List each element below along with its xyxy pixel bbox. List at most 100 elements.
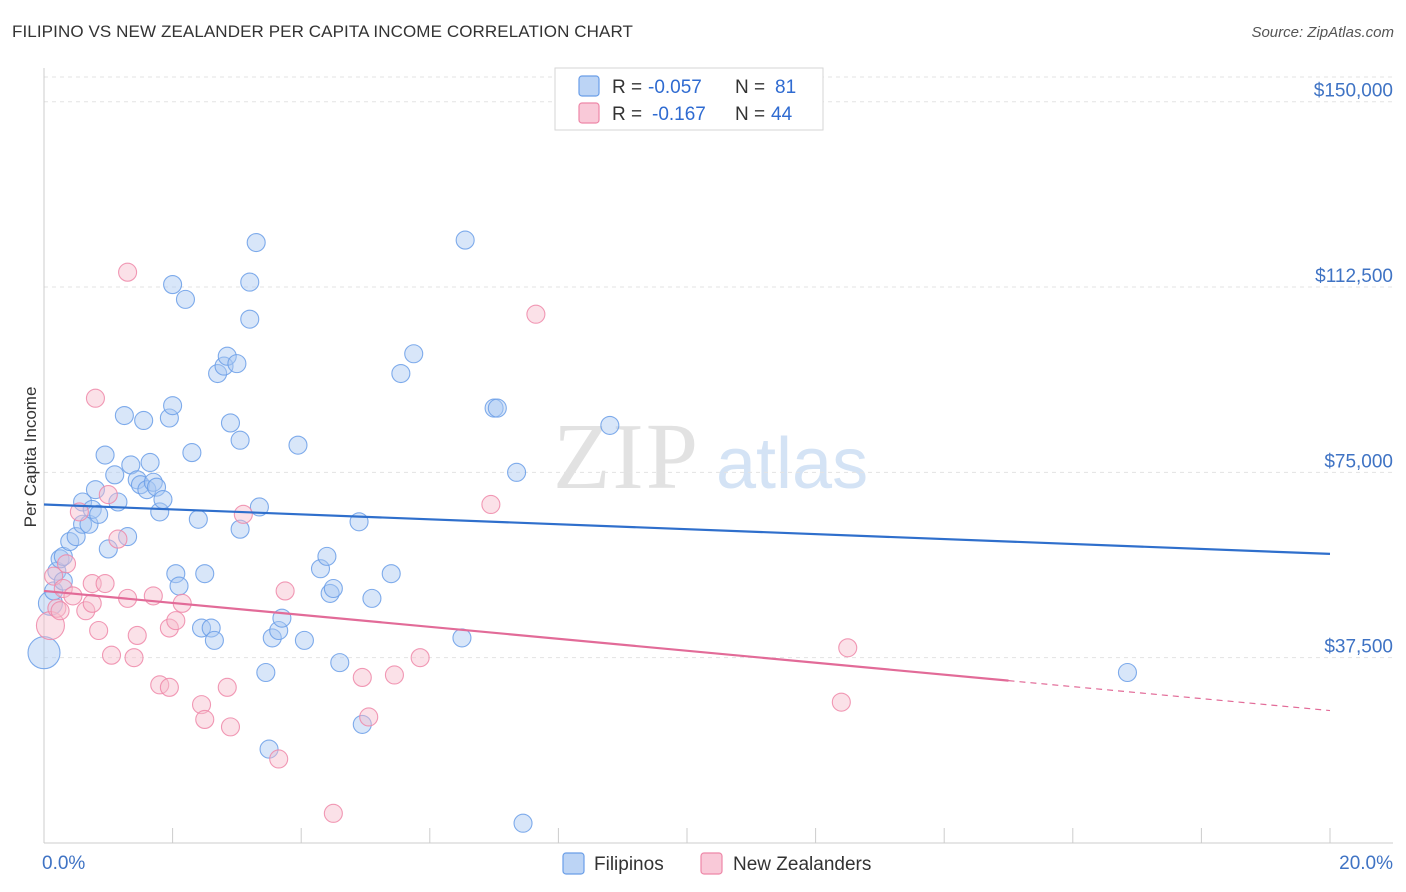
data-point [85,388,105,408]
data-point [63,586,83,606]
data-point [27,636,61,670]
correlation-legend: R = -0.057 N = 81 R = -0.167 N = 44 [554,67,824,131]
data-point [175,289,196,309]
data-point [95,445,115,465]
data-point [85,480,105,500]
series-legend: Filipinos New Zealanders [562,852,871,875]
data-point [124,648,144,668]
data-point [163,275,183,295]
data-point [153,489,173,510]
data-point [56,554,77,574]
data-point [50,601,70,621]
x-tick-label-1: 20.0% [1339,853,1393,874]
data-point [35,611,65,641]
data-point [831,692,851,712]
data-point [481,494,501,515]
points-layer [27,230,1138,833]
data-point [217,677,237,697]
x-tick-label-0: 0.0% [42,853,85,874]
data-point [233,504,253,524]
trend-line-extension-new-zealanders [1008,680,1331,712]
data-point [108,529,128,549]
legend-n-value-new-zealanders: 44 [771,104,793,125]
data-point [195,564,215,584]
series-points-new-zealanders [35,262,858,823]
trend-line-new-zealanders [43,589,1009,682]
data-point [294,630,314,650]
data-point [230,430,250,450]
data-point [163,396,183,416]
data-point [191,695,212,715]
data-point [410,648,430,668]
data-point [47,598,67,618]
data-point [159,677,179,697]
data-point [323,803,343,823]
data-point [452,628,472,648]
data-point [249,497,269,517]
data-point [288,435,308,455]
legend-n-value-filipinos: 81 [775,77,796,98]
data-point [227,354,247,374]
data-point [455,230,475,250]
data-point [362,588,382,608]
data-point [323,578,343,599]
grid-layer [44,76,1393,659]
data-point [269,620,289,641]
chart-source: Source: ZipAtlas.com [1251,24,1394,41]
data-point [98,485,118,505]
legend-swatch-filipinos [578,75,600,97]
data-point [600,415,620,435]
data-point [208,363,228,384]
legend-r-label-filipinos: R = [612,77,642,98]
data-point [359,707,379,727]
series-legend-swatch-filipinos [562,852,585,875]
y-tick-label-0: $37,500 [1324,637,1393,658]
data-point [69,502,89,522]
data-point [217,346,237,366]
watermark-zip: ZIP [553,405,700,509]
data-point [195,709,215,730]
data-point [82,593,102,613]
data-point [182,443,202,463]
data-point [159,408,179,428]
data-point [269,749,289,769]
data-point [487,398,507,418]
data-point [140,452,160,473]
chart-title: FILIPINO VS NEW ZEALANDER PER CAPITA INC… [12,22,634,41]
series-legend-label-filipinos: Filipinos [594,854,664,875]
data-point [240,272,260,292]
data-point [1117,662,1138,683]
data-point [259,739,279,759]
series-legend-swatch-new-zealanders [700,852,723,875]
data-point [246,233,266,253]
data-point [191,618,212,638]
data-point [330,653,350,673]
data-point [146,477,167,497]
data-point [513,813,533,833]
data-point [73,514,93,534]
y-tick-label-2: $112,500 [1315,266,1393,287]
data-point [118,262,138,282]
data-point [134,410,154,431]
data-point [114,405,134,426]
data-point [507,462,527,482]
data-point [526,304,546,324]
data-point [50,549,70,569]
watermark: ZIP atlas [553,405,868,509]
data-point [66,527,86,547]
data-point [95,573,115,594]
data-point [352,667,372,687]
data-point [220,717,241,737]
data-point [101,645,122,665]
data-point [220,413,241,433]
data-point [240,309,260,329]
data-point [352,714,372,734]
data-point [76,601,96,621]
legend-n-label-filipinos: N = [735,77,765,98]
data-point [256,662,276,683]
data-point [169,576,189,596]
data-point [262,628,282,648]
data-point [159,618,179,638]
series-points-filipinos [27,230,1138,833]
